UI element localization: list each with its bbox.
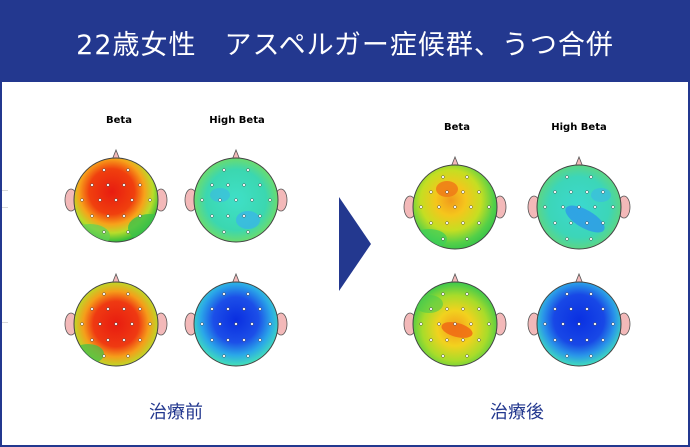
header-bar: 22歳女性 アスペルガー症候群、うつ合併 <box>2 2 688 82</box>
edge-tick <box>2 190 8 191</box>
edge-tick <box>2 207 8 208</box>
brain-map-highbeta-before-bottom <box>180 264 292 380</box>
brain-map-highbeta-after-bottom <box>523 264 635 380</box>
brain-map-beta-after-bottom <box>399 264 511 380</box>
brain-map-beta-before-bottom <box>60 264 172 380</box>
caption-before: 治療前 <box>149 402 203 423</box>
column-label-beta-before: Beta <box>106 115 132 126</box>
column-label-highbeta-after: High Beta <box>551 122 607 133</box>
column-label-beta-after: Beta <box>444 122 470 133</box>
page-title: 22歳女性 アスペルガー症候群、うつ合併 <box>76 29 614 61</box>
brain-map-highbeta-after-top <box>523 147 635 263</box>
brain-map-beta-before-top <box>60 140 172 256</box>
edge-tick <box>2 322 8 323</box>
brain-map-beta-after-top <box>399 147 511 263</box>
caption-after: 治療後 <box>490 402 544 423</box>
column-label-highbeta-before: High Beta <box>209 115 265 126</box>
brain-map-highbeta-before-top <box>180 140 292 256</box>
chevron-right-icon <box>337 197 373 295</box>
